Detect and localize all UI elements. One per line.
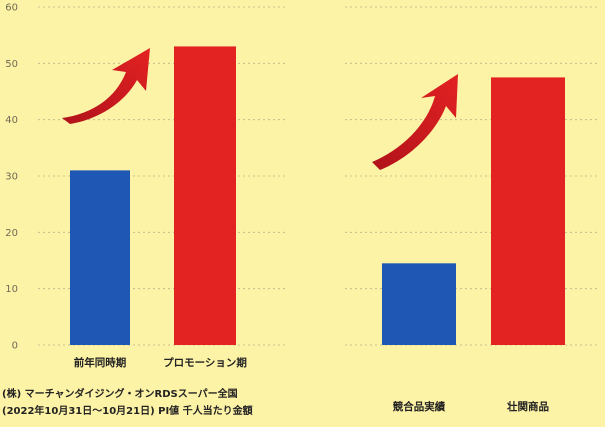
bar-highlight (491, 77, 565, 346)
y-axis-ticks-left: 0 10 20 30 40 50 60 (5, 3, 18, 352)
bars (70, 46, 565, 346)
category-label: 競合品実績 (393, 400, 446, 413)
y-tick-label: 30 (5, 172, 18, 183)
y-tick-label: 20 (5, 228, 18, 239)
y-tick-label: 60 (5, 3, 18, 14)
source-note-line1: (株) マーチャンダイジング・オンRDSスーパー全国 (2, 387, 238, 400)
growth-arrow-right (372, 74, 458, 170)
y-tick-label: 10 (5, 284, 18, 295)
category-label: プロモーション期 (163, 356, 247, 369)
bar-baseline (382, 263, 456, 345)
category-label: 前年同時期 (74, 356, 127, 369)
source-note-line2: (2022年10月31日〜10月21日) PI値 千人当たり金額 (2, 404, 253, 417)
bar-highlight (174, 46, 236, 345)
y-tick-label: 40 (5, 115, 18, 126)
growth-arrow-left (62, 48, 150, 124)
category-label: 壮関商品 (507, 400, 549, 413)
y-tick-label: 0 (12, 341, 18, 352)
bar-baseline (70, 170, 130, 345)
y-tick-label: 50 (5, 59, 18, 70)
